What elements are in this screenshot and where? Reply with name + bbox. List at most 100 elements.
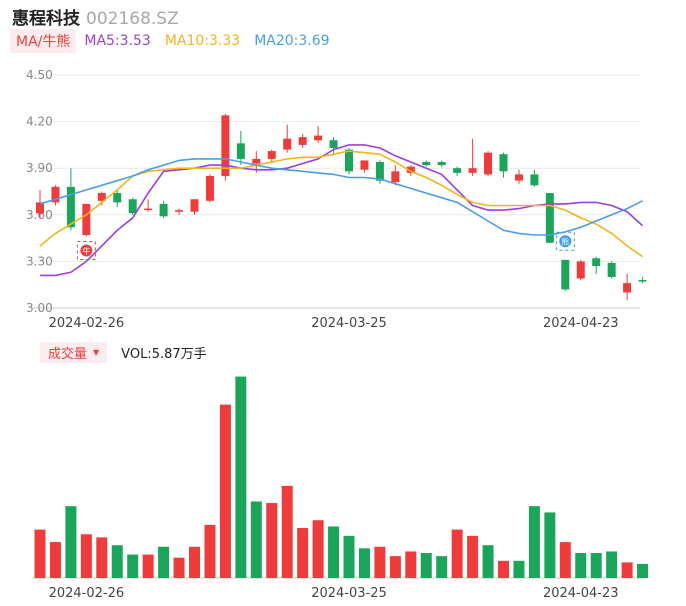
candle-body <box>422 161 431 166</box>
volume-bar <box>204 524 216 578</box>
volume-bar <box>637 563 649 578</box>
volume-bar <box>111 545 123 578</box>
volume-toggle-label: 成交量 <box>48 346 88 362</box>
candle-body <box>592 258 601 267</box>
candle-body <box>576 261 585 279</box>
date-tick-label: 2024-02-26 <box>49 586 125 601</box>
candle-body <box>499 154 508 172</box>
candle-body <box>530 174 539 186</box>
volume-bar <box>544 512 556 578</box>
candle-body <box>484 152 493 175</box>
volume-bar <box>158 546 170 578</box>
candle-body <box>82 203 91 235</box>
stock-header: 惠程科技 002168.SZ <box>12 4 179 29</box>
volume-bar <box>528 506 540 578</box>
marker-glyph: 牛 <box>82 246 90 256</box>
candle-body <box>190 199 199 212</box>
volume-bar <box>606 551 618 578</box>
price-axis-labels: 4.50 4.20 3.90 3.60 3.30 3.00 <box>26 68 53 315</box>
volume-bar <box>312 520 324 578</box>
candle-body <box>97 193 106 201</box>
candle-body <box>607 262 616 277</box>
candle-body <box>453 168 462 173</box>
dropdown-arrow-icon: ▼ <box>93 347 100 357</box>
volume-bar <box>343 535 355 578</box>
ma20-legend: MA20:3.69 <box>254 33 330 49</box>
candle-body <box>36 202 44 214</box>
volume-bar <box>189 546 200 578</box>
volume-toggle-button[interactable]: 成交量 ▼ <box>40 341 108 363</box>
volume-bar <box>621 562 633 578</box>
volume-bar <box>266 503 278 578</box>
volume-bar <box>482 545 494 578</box>
volume-bars <box>32 376 649 579</box>
stock-code: 002168.SZ <box>86 9 179 29</box>
volume-bar <box>590 553 602 578</box>
candle-body <box>623 283 632 293</box>
candle-body <box>221 115 230 176</box>
volume-bar <box>96 537 108 578</box>
volume-bar <box>65 506 77 578</box>
candle-body <box>113 193 122 203</box>
ma-legend-bar: MA/牛熊 MA5:3.53 MA10:3.33 MA20:3.69 <box>10 29 336 53</box>
candle-body <box>406 166 415 173</box>
candle-body <box>329 140 338 149</box>
candle-body <box>437 161 446 166</box>
price-grid <box>32 74 640 309</box>
price-tick-label: 3.60 <box>26 208 53 222</box>
volume-bar <box>451 529 463 578</box>
volume-bar <box>559 542 571 578</box>
marker-dot <box>80 244 93 257</box>
date-tick-label: 2024-03-25 <box>311 586 387 601</box>
volume-bar <box>328 526 340 578</box>
price-tick-label: 3.30 <box>26 254 53 268</box>
volume-bar <box>358 548 370 578</box>
volume-bar <box>513 560 525 578</box>
volume-bar <box>250 501 262 578</box>
candle-body <box>267 151 276 159</box>
candle-body <box>205 175 214 201</box>
price-x-axis-labels: 2024-02-26 2024-03-25 2024-04-23 <box>49 316 619 331</box>
volume-bar <box>34 529 46 578</box>
candlesticks <box>36 113 647 301</box>
volume-bar <box>235 376 247 578</box>
candle-body <box>561 259 570 290</box>
volume-x-axis-labels: 2024-02-26 2024-03-25 2024-04-23 <box>49 586 619 601</box>
volume-bar <box>420 553 432 578</box>
ma5-legend: MA5:3.53 <box>84 33 151 49</box>
date-tick-label: 2024-02-26 <box>49 316 125 331</box>
signal-markers: 牛熊 <box>76 231 575 261</box>
volume-bar <box>219 404 231 578</box>
candle-body <box>391 171 400 183</box>
volume-bar <box>80 534 92 578</box>
volume-legend-bar: 成交量 ▼ VOL:5.87万手 <box>40 341 207 363</box>
marker-glyph: 熊 <box>561 237 569 247</box>
volume-bar <box>498 560 509 578</box>
date-tick-label: 2024-04-23 <box>543 586 619 601</box>
candle-body <box>345 149 353 172</box>
volume-bar <box>173 557 185 578</box>
price-tick-label: 3.00 <box>26 301 53 315</box>
candle-body <box>236 143 245 159</box>
candle-body <box>514 174 523 181</box>
candle-body <box>638 280 647 282</box>
candle-body <box>252 158 261 164</box>
price-tick-label: 4.50 <box>26 68 53 82</box>
marker-dot <box>559 235 572 248</box>
price-tick-label: 3.90 <box>26 161 53 175</box>
ma-toggle-button[interactable]: MA/牛熊 <box>10 29 77 53</box>
moving-average-lines <box>39 144 644 277</box>
candle-body <box>298 137 307 145</box>
date-tick-label: 2024-04-23 <box>543 316 619 331</box>
marker-frame <box>76 241 96 261</box>
candle-body <box>66 186 75 228</box>
candle-body <box>375 161 384 181</box>
candle-body <box>175 210 184 212</box>
candle-body <box>360 160 369 170</box>
volume-bar <box>467 535 479 578</box>
candle-body <box>283 138 292 150</box>
candle-body <box>128 199 137 214</box>
volume-bar <box>575 553 587 578</box>
price-tick-label: 4.20 <box>26 115 53 129</box>
